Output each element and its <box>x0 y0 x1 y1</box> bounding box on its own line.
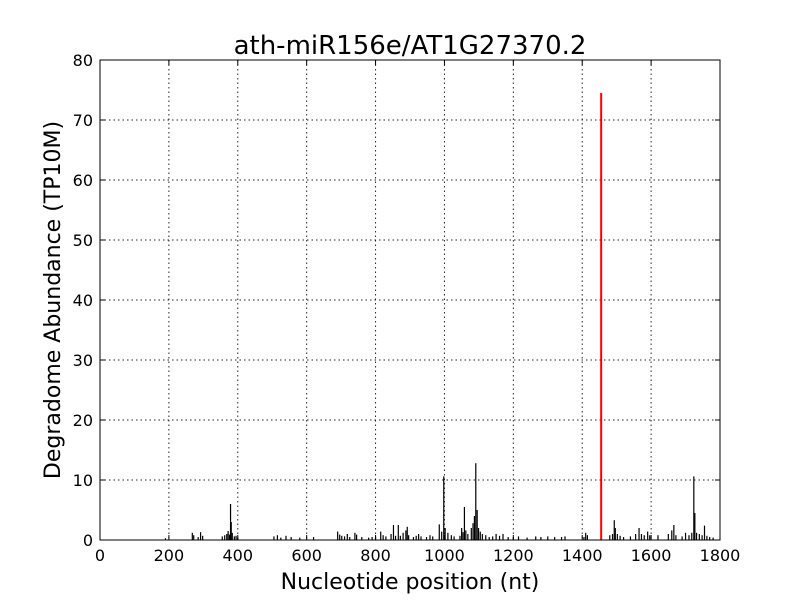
grid-lines <box>100 60 720 540</box>
chart-title: ath-miR156e/AT1G27370.2 <box>234 31 587 61</box>
y-axis-ticks: 0 10 20 30 40 50 60 70 80 <box>73 51 720 550</box>
y-axis-label: Degradome Abundance (TP10M) <box>41 121 66 479</box>
y-tick-label: 70 <box>73 111 93 130</box>
y-tick-label: 80 <box>73 51 93 70</box>
y-tick-label: 20 <box>73 411 93 430</box>
x-axis-ticks: 0 200 400 600 800 1000 1200 1400 1600 1800 <box>95 60 740 565</box>
y-tick-label: 10 <box>73 471 93 490</box>
x-tick-label: 1200 <box>493 546 534 565</box>
x-tick-label: 200 <box>154 546 185 565</box>
x-tick-label: 1000 <box>424 546 465 565</box>
x-tick-label: 1400 <box>562 546 603 565</box>
y-tick-label: 30 <box>73 351 93 370</box>
x-tick-label: 800 <box>360 546 391 565</box>
x-tick-label: 600 <box>291 546 322 565</box>
y-tick-label: 40 <box>73 291 93 310</box>
y-tick-label: 50 <box>73 231 93 250</box>
x-tick-label: 1800 <box>700 546 741 565</box>
x-axis-label: Nucleotide position (nt) <box>281 570 540 595</box>
x-tick-label: 400 <box>223 546 254 565</box>
y-tick-label: 60 <box>73 171 93 190</box>
x-tick-label: 0 <box>95 546 105 565</box>
x-tick-label: 1600 <box>631 546 672 565</box>
y-tick-label: 0 <box>83 531 93 550</box>
data-bars <box>164 93 714 540</box>
